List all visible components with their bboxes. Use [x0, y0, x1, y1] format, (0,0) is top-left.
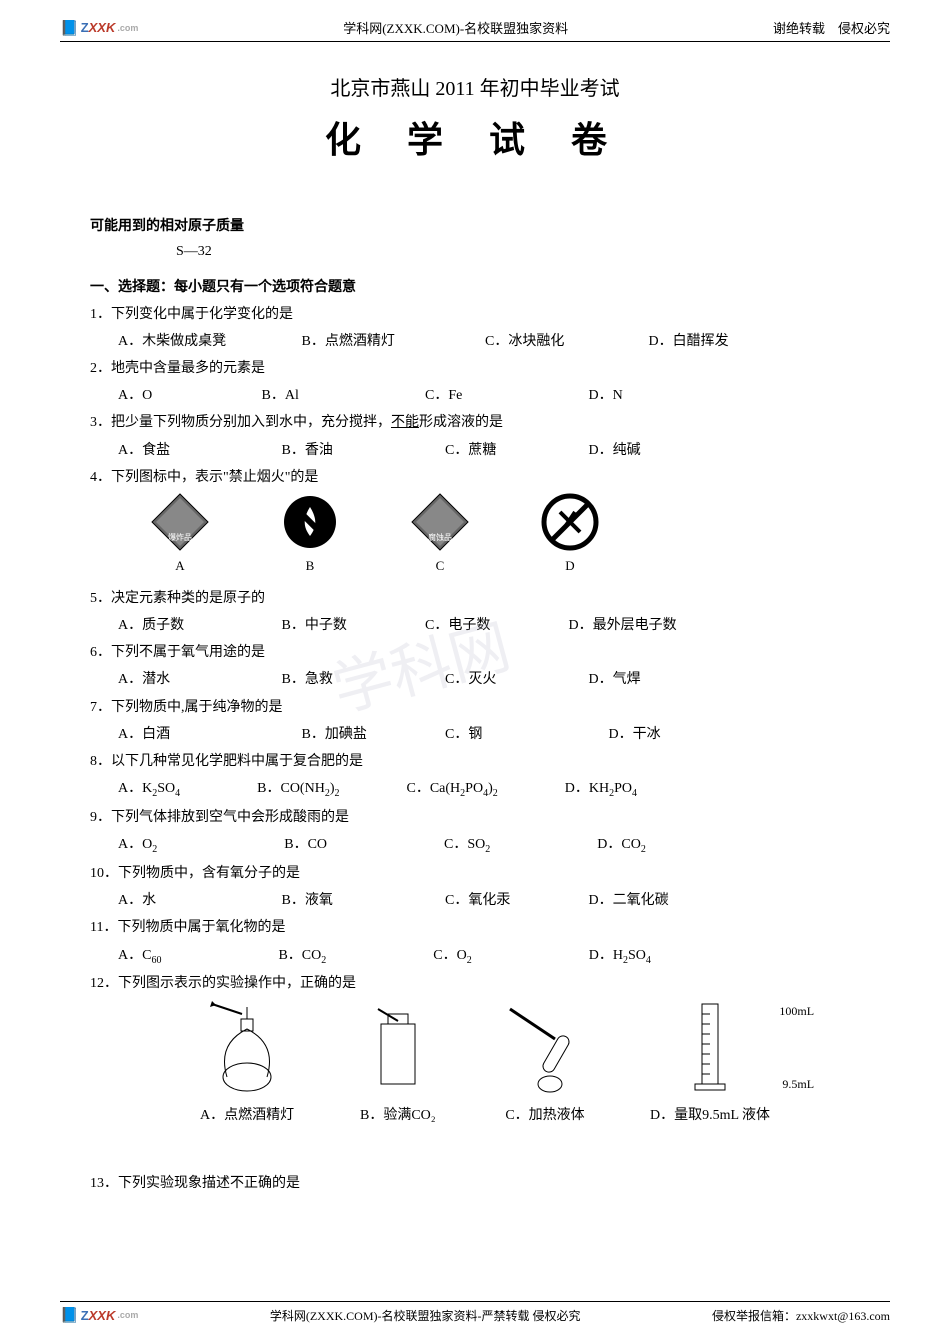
q12-label-a: A．点燃酒精灯	[200, 1103, 294, 1128]
question-3: 3．把少量下列物质分别加入到水中，充分搅拌，不能形成溶液的是	[90, 410, 860, 435]
graduated-cylinder-icon	[680, 999, 740, 1094]
question-4: 4．下列图标中，表示"禁止烟火"的是	[90, 465, 860, 490]
question-5: 5．决定元素种类的是原子的	[90, 586, 860, 611]
svg-text:腐蚀品: 腐蚀品	[428, 532, 452, 542]
footer-logo: 📘 Z XXK .com	[60, 1306, 138, 1324]
question-11-options: A．C60 B．CO2 C．O2 D．H2SO4	[90, 943, 860, 970]
question-2: 2．地壳中含量最多的元素是	[90, 356, 860, 381]
page-footer: 📘 Z XXK .com 学科网(ZXXK.COM)-名校联盟独家资料-严禁转载…	[60, 1301, 890, 1324]
question-3-options: A．食盐 B．香油 C．蔗糖 D．纯碱	[90, 438, 860, 463]
question-4-figures: 爆炸品 A B 腐蚀品 C	[150, 492, 860, 582]
alcohol-lamp-icon	[207, 999, 287, 1094]
question-10-options: A．水 B．液氧 C．氧化汞 D．二氧化碳	[90, 888, 860, 913]
logo-xxk: XXK	[89, 20, 116, 35]
page-header: 📘 Z XXK .com 学科网(ZXXK.COM)-名校联盟独家资料 谢绝转载…	[60, 0, 890, 42]
section-1-heading: 一、选择题：每小题只有一个选项符合题意	[90, 274, 860, 299]
q4-label-b: B	[280, 554, 340, 577]
question-9: 9．下列气体排放到空气中会形成酸雨的是	[90, 805, 860, 830]
hazard-explosive-icon: 爆炸品	[150, 492, 210, 552]
logo-z: Z	[81, 20, 89, 35]
question-12: 12．下列图示表示的实验操作中，正确的是	[90, 971, 860, 996]
q4-label-a: A	[150, 554, 210, 577]
cylinder-bot-label: 9.5mL	[782, 1074, 814, 1096]
question-7: 7．下列物质中,属于纯净物的是	[90, 695, 860, 720]
heating-tube-icon	[500, 999, 590, 1094]
question-11: 11．下列物质中属于氧化物的是	[90, 915, 860, 940]
question-10: 10．下列物质中，含有氧分子的是	[90, 861, 860, 886]
question-2-options: A．O B．Al C．Fe D．N	[90, 383, 860, 408]
q12-label-b: B．验满CO₂	[360, 1103, 436, 1128]
question-1-options: A．木柴做成桌凳 B．点燃酒精灯 C．冰块融化 D．白醋挥发	[90, 329, 860, 354]
footer-logo-icon: 📘	[60, 1306, 79, 1324]
gas-bottle-icon	[363, 999, 433, 1094]
question-1: 1．下列变化中属于化学变化的是	[90, 302, 860, 327]
atomic-mass-line2: S—32	[90, 239, 860, 264]
no-fire-icon	[280, 492, 340, 552]
footer-right-text: 侵权举报信箱：zxxkwxt@163.com	[712, 1307, 890, 1324]
question-12-figures: A．点燃酒精灯 B．验满CO₂ C．加热液体	[90, 999, 860, 1139]
q4-label-c: C	[410, 554, 470, 577]
q4-label-d: D	[540, 554, 600, 577]
logo-cn: .com	[117, 23, 138, 33]
cylinder-top-label: 100mL	[779, 1001, 814, 1023]
q12-label-d: D．量取9.5mL 液体	[650, 1103, 770, 1128]
content-section: 可能用到的相对原子质量 S—32 一、选择题：每小题只有一个选项符合题意 1．下…	[90, 213, 860, 1196]
header-right-text: 谢绝转载 侵权必究	[773, 18, 890, 37]
question-13: 13．下列实验现象描述不正确的是	[90, 1171, 860, 1196]
question-6-options: A．潜水 B．急救 C．灭火 D．气焊	[90, 667, 860, 692]
svg-text:爆炸品: 爆炸品	[168, 532, 192, 542]
no-touch-icon	[540, 492, 600, 552]
exam-title: 化 学 试 卷	[60, 111, 890, 163]
question-8-options: A．K2SO4 B．CO(NH2)2 C．Ca(H2PO4)2 D．KH2PO4	[90, 776, 860, 803]
question-9-options: A．O2 B．CO C．SO2 D．CO2	[90, 832, 860, 859]
q12-label-c: C．加热液体	[500, 1103, 590, 1128]
atomic-mass-label: 可能用到的相对原子质量	[90, 217, 244, 233]
question-6: 6．下列不属于氧气用途的是	[90, 640, 860, 665]
title-block: 北京市燕山 2011 年初中毕业考试 化 学 试 卷	[60, 72, 890, 163]
logo-icon: 📘	[60, 19, 79, 37]
footer-center-text: 学科网(ZXXK.COM)-名校联盟独家资料-严禁转载 侵权必究	[270, 1307, 581, 1324]
hazard-corrosive-icon: 腐蚀品	[410, 492, 470, 552]
exam-pretitle: 北京市燕山 2011 年初中毕业考试	[60, 72, 890, 101]
logo: 📘 Z XXK .com	[60, 19, 138, 37]
question-8: 8．以下几种常见化学肥料中属于复合肥的是	[90, 749, 860, 774]
question-5-options: A．质子数 B．中子数 C．电子数 D．最外层电子数	[90, 613, 860, 638]
question-7-options: A．白酒 B．加碘盐 C．钢 D．干冰	[90, 722, 860, 747]
header-center-text: 学科网(ZXXK.COM)-名校联盟独家资料	[343, 18, 568, 37]
